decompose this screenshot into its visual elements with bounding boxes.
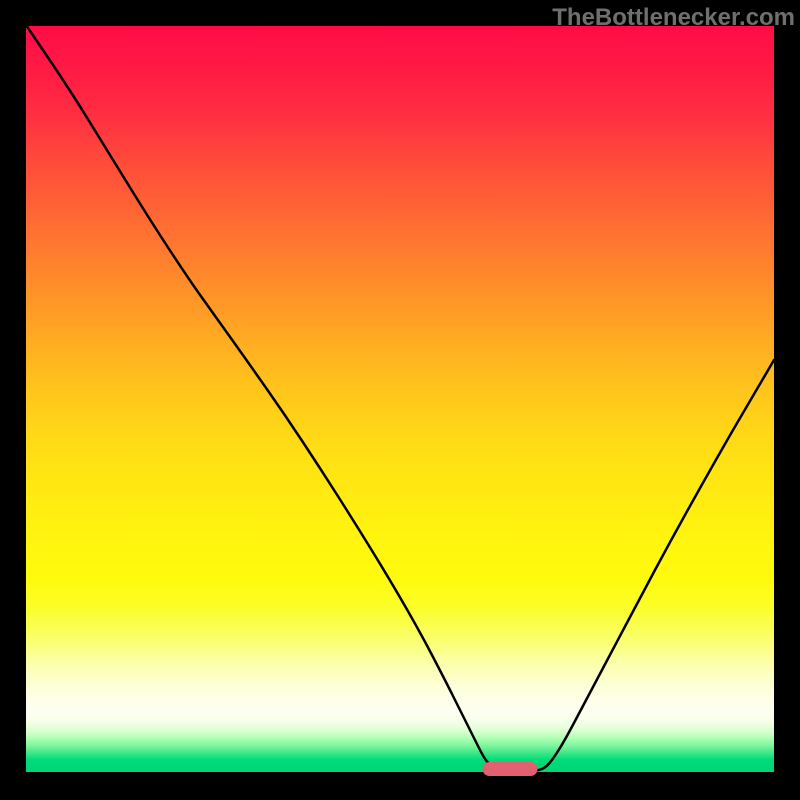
chart-stage: TheBottlenecker.com bbox=[0, 0, 800, 800]
optimal-marker bbox=[483, 762, 538, 776]
gradient-plot-area bbox=[26, 26, 774, 772]
bottleneck-chart-svg bbox=[0, 0, 800, 800]
watermark-text: TheBottlenecker.com bbox=[552, 4, 795, 32]
